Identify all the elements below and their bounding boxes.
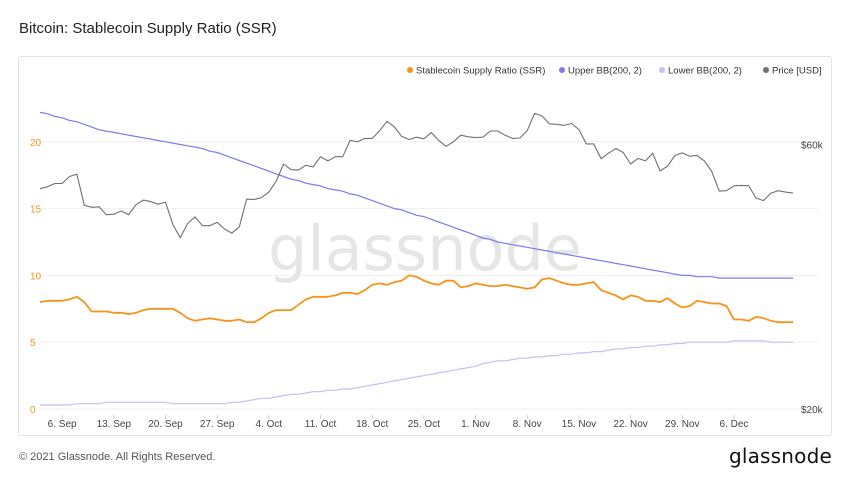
- left-axis-tick-label: 15: [30, 205, 42, 216]
- legend-item[interactable]: Price [USD]: [763, 66, 822, 77]
- x-axis-tick-label: 4. Oct: [256, 419, 283, 430]
- left-axis-tick-label: 0: [30, 405, 36, 416]
- legend-item[interactable]: Stablecoin Supply Ratio (SSR): [407, 66, 545, 77]
- legend-marker: [407, 67, 413, 73]
- x-axis-tick-label: 22. Nov: [613, 419, 647, 430]
- price-line: [39, 112, 794, 239]
- x-axis-tick-label: 20. Sep: [148, 419, 183, 430]
- x-axis-tick-label: 1. Nov: [461, 419, 490, 430]
- x-axis-tick-label: 11. Oct: [305, 419, 337, 430]
- legend-marker: [659, 67, 665, 73]
- legend-item[interactable]: Upper BB(200, 2): [559, 66, 642, 77]
- x-axis-tick-label: 6. Sep: [48, 419, 77, 430]
- left-axis-tick-label: 20: [30, 138, 42, 149]
- legend-item[interactable]: Lower BB(200, 2): [659, 66, 742, 77]
- watermark: glassnode: [268, 212, 582, 285]
- legend-label: Lower BB(200, 2): [668, 66, 742, 77]
- x-axis-tick-label: 27. Sep: [200, 419, 235, 430]
- axis-layer: 0 5 10 15 20 $20k $60k 6. Sep 13. Sep 20. Sep 27. …: [30, 138, 824, 430]
- legend[interactable]: Stablecoin Supply Ratio (SSR) Upper BB(20…: [407, 66, 822, 77]
- upper-bb-line: [39, 111, 793, 279]
- series-layer: [39, 111, 794, 406]
- right-axis-tick-label: $20k: [801, 405, 824, 416]
- chart-panel: [18, 56, 832, 436]
- x-axis-tick-label: 18. Oct: [356, 419, 388, 430]
- legend-marker: [763, 67, 769, 73]
- lower-bb-line: [40, 340, 793, 406]
- left-axis-tick-label: 5: [30, 338, 36, 349]
- x-axis-tick-label: 25. Oct: [408, 419, 440, 430]
- x-axis-tick-label: 15. Nov: [562, 419, 596, 430]
- x-axis-tick-label: 29. Nov: [665, 419, 699, 430]
- copyright-text: © 2021 Glassnode. All Rights Reserved.: [19, 451, 216, 463]
- x-axis-tick-label: 13. Sep: [97, 419, 132, 430]
- brand-logo[interactable]: glassnode: [728, 444, 832, 468]
- x-axis-tick-label: 8. Nov: [513, 419, 542, 430]
- x-axis-tick-label: 6. Dec: [719, 419, 748, 430]
- legend-label: Stablecoin Supply Ratio (SSR): [416, 66, 545, 77]
- chart-title: Bitcoin: Stablecoin Supply Ratio (SSR): [19, 20, 277, 37]
- right-axis-tick-label: $60k: [801, 140, 824, 151]
- legend-label: Price [USD]: [772, 66, 822, 77]
- ssr-line: [39, 274, 793, 324]
- legend-marker: [559, 67, 565, 73]
- legend-label: Upper BB(200, 2): [568, 66, 642, 77]
- left-axis-tick-label: 10: [30, 271, 42, 282]
